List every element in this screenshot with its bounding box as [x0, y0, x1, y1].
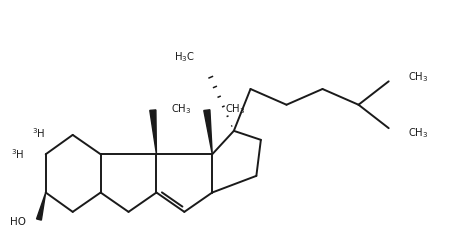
Text: CH$_3$: CH$_3$ — [408, 126, 428, 140]
Text: HO: HO — [10, 217, 27, 227]
Polygon shape — [150, 110, 156, 154]
Polygon shape — [36, 192, 46, 220]
Text: CH$_3$: CH$_3$ — [408, 70, 428, 84]
Text: $^3$H: $^3$H — [10, 147, 24, 161]
Polygon shape — [204, 110, 212, 154]
Text: CH$_3$: CH$_3$ — [171, 102, 191, 116]
Text: CH$_3$: CH$_3$ — [225, 102, 246, 116]
Text: H$_3$C: H$_3$C — [174, 50, 195, 64]
Text: $^3$H: $^3$H — [32, 126, 46, 140]
